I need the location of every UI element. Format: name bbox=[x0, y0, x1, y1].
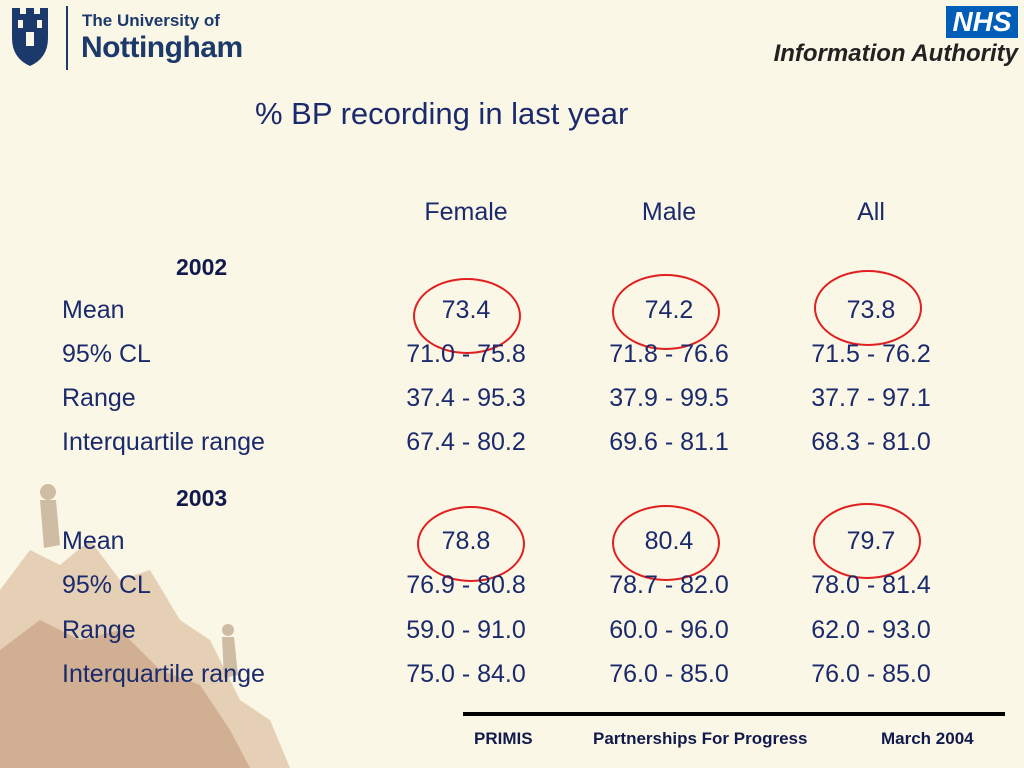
highlight-ring-2003-male bbox=[612, 505, 720, 581]
nhs-logo-badge: NHS bbox=[946, 6, 1018, 38]
row-label: 95% CL bbox=[62, 340, 151, 368]
highlight-ring-2003-female bbox=[417, 506, 525, 582]
climbers-background-image bbox=[0, 484, 290, 768]
column-header-male: Male bbox=[641, 198, 697, 226]
footer-tagline: Partnerships For Progress bbox=[593, 729, 808, 748]
table-cell: 80.4 bbox=[644, 527, 694, 555]
highlight-ring-2002-all bbox=[814, 270, 922, 346]
table-cell: 37.9 - 99.5 bbox=[609, 384, 729, 412]
column-header-female: Female bbox=[424, 198, 508, 226]
table-cell: 37.7 - 97.1 bbox=[811, 384, 931, 412]
table-cell: 59.0 - 91.0 bbox=[406, 616, 526, 644]
row-label: Range bbox=[62, 616, 136, 644]
table-cell: 78.7 - 82.0 bbox=[609, 571, 729, 599]
table-cell: 76.0 - 85.0 bbox=[811, 660, 931, 688]
table-cell: 71.8 - 76.6 bbox=[609, 340, 729, 368]
table-cell: 78.0 - 81.4 bbox=[811, 571, 931, 599]
table-cell: 74.2 bbox=[644, 296, 694, 324]
university-name-line1: The University of bbox=[82, 11, 220, 30]
table-cell: 73.4 bbox=[441, 296, 491, 324]
university-name-line2: Nottingham bbox=[81, 31, 243, 64]
table-cell: 69.6 - 81.1 bbox=[609, 428, 729, 456]
table-cell: 79.7 bbox=[846, 527, 896, 555]
table-cell: 73.8 bbox=[846, 296, 896, 324]
table-cell: 71.5 - 76.2 bbox=[811, 340, 931, 368]
table-cell: 37.4 - 95.3 bbox=[406, 384, 526, 412]
table-cell: 71.0 - 75.8 bbox=[406, 340, 526, 368]
row-label: Mean bbox=[62, 527, 125, 555]
section-year-2002: 2002 bbox=[176, 254, 228, 280]
highlight-ring-2002-female bbox=[413, 278, 521, 354]
footer-date: March 2004 bbox=[881, 729, 974, 748]
footer-divider bbox=[463, 712, 1005, 716]
table-cell: 62.0 - 93.0 bbox=[811, 616, 931, 644]
table-cell: 60.0 - 96.0 bbox=[609, 616, 729, 644]
table-cell: 76.9 - 80.8 bbox=[406, 571, 526, 599]
highlight-ring-2002-male bbox=[612, 274, 720, 350]
footer-primis: PRIMIS bbox=[474, 729, 533, 748]
row-label: Mean bbox=[62, 296, 125, 324]
highlight-ring-2003-all bbox=[813, 503, 921, 579]
table-cell: 75.0 - 84.0 bbox=[406, 660, 526, 688]
column-header-all: All bbox=[857, 198, 885, 226]
nhs-information-authority-text: Information Authority bbox=[773, 40, 1018, 67]
table-cell: 67.4 - 80.2 bbox=[406, 428, 526, 456]
row-label: Interquartile range bbox=[62, 660, 265, 688]
university-of-nottingham-logo: The University of Nottingham bbox=[4, 2, 244, 72]
section-year-2003: 2003 bbox=[176, 485, 228, 511]
logo-divider bbox=[66, 6, 68, 70]
row-label: Range bbox=[62, 384, 136, 412]
table-cell: 76.0 - 85.0 bbox=[609, 660, 729, 688]
table-cell: 78.8 bbox=[441, 527, 491, 555]
row-label: 95% CL bbox=[62, 571, 151, 599]
castle-crest-icon bbox=[12, 8, 48, 66]
slide-title: % BP recording in last year bbox=[255, 96, 629, 131]
row-label: Interquartile range bbox=[62, 428, 265, 456]
table-cell: 68.3 - 81.0 bbox=[811, 428, 931, 456]
